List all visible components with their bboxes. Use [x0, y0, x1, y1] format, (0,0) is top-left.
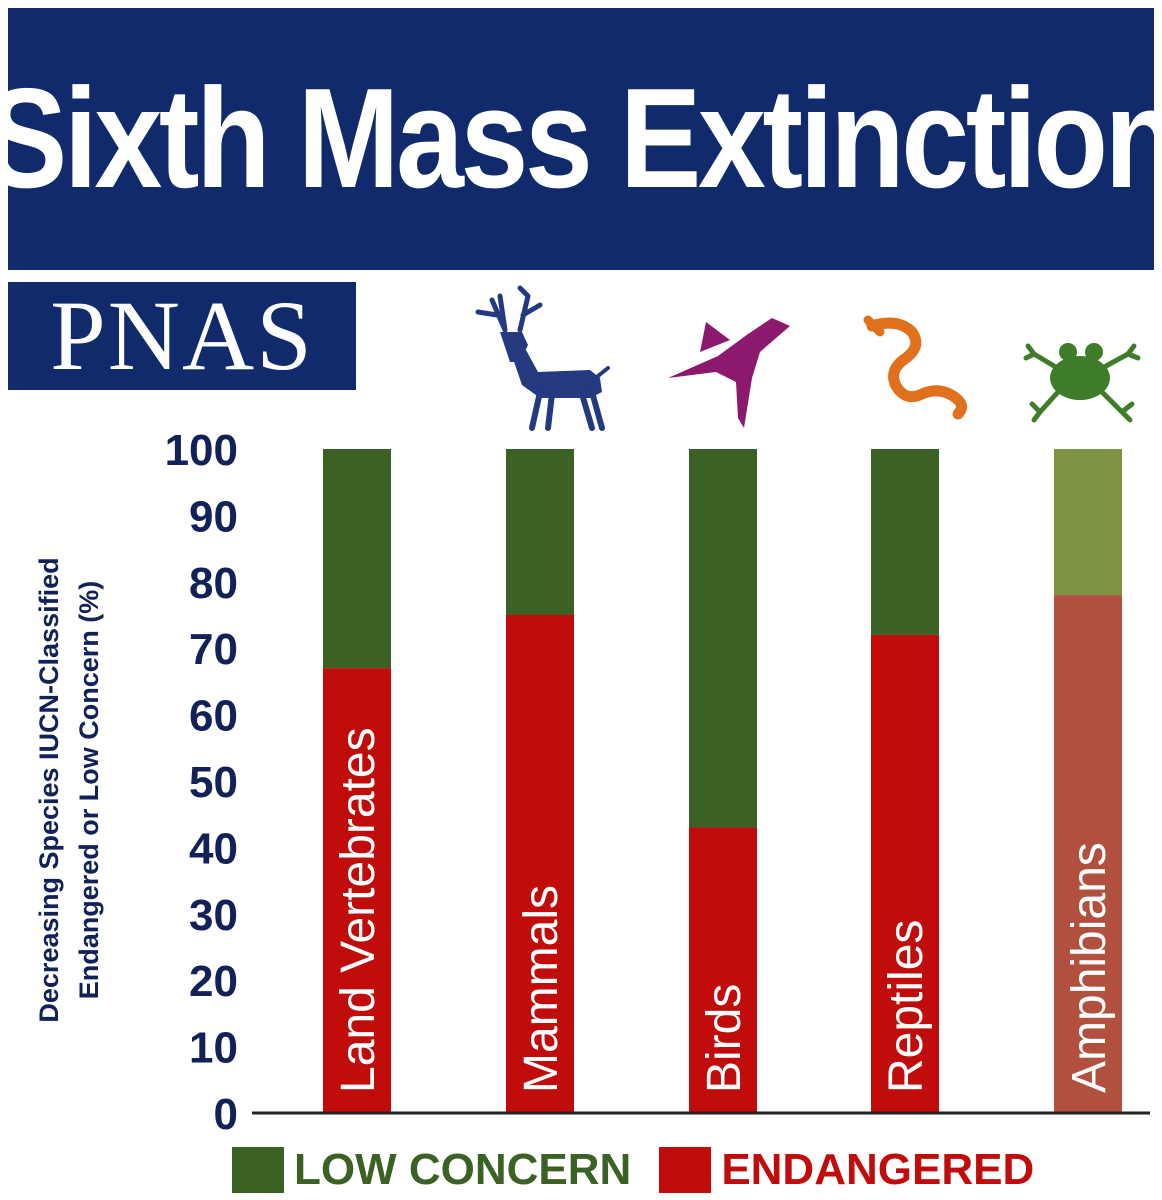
y-tick-label: 60 [189, 692, 238, 741]
bar-low-concern [871, 449, 939, 635]
ylabel-line-2: Endangered or Low Concern (%) [74, 581, 104, 1000]
category-label: Land Vertebrates [332, 727, 385, 1093]
bar-endangered [506, 615, 574, 1113]
bar-endangered [689, 827, 757, 1113]
bar-endangered [1054, 595, 1122, 1113]
bars: Land Vertebrates Mammals Birds Reptiles Amph… [323, 449, 1122, 1113]
y-tick-label: 90 [189, 492, 238, 541]
bird-icon [668, 318, 790, 428]
legend: LOW CONCERN ENDANGERED [232, 1144, 1062, 1196]
y-tick-label: 0 [214, 1090, 238, 1139]
y-tick-label: 50 [189, 758, 238, 807]
bar-endangered [323, 668, 391, 1113]
category-label: Amphibians [1063, 842, 1116, 1093]
y-tick-label: 30 [189, 891, 238, 940]
bar-low-concern [506, 449, 574, 615]
ylabel-line-1: Decreasing Species IUCN-Classified [34, 557, 64, 1022]
bar-low-concern [323, 449, 391, 669]
bar-low-concern [689, 449, 757, 828]
pnas-label: PNAS [50, 280, 314, 391]
snake-icon [863, 315, 967, 420]
category-label: Birds [698, 984, 751, 1093]
y-tick-label: 80 [189, 559, 238, 608]
bar-endangered [871, 634, 939, 1113]
deer-icon [475, 285, 610, 431]
legend-swatch-low-concern [232, 1147, 284, 1193]
legend-swatch-endangered [659, 1147, 712, 1193]
pnas-badge: PNAS [8, 282, 356, 390]
y-tick-label: 10 [189, 1024, 238, 1073]
y-tick-label: 70 [189, 625, 238, 674]
category-label: Mammals [515, 885, 568, 1093]
y-axis: 0 10 20 30 40 50 60 70 80 90 100 [165, 426, 238, 1139]
bar-low-concern [1054, 449, 1122, 596]
y-tick-label: 100 [165, 426, 238, 475]
y-tick-label: 40 [189, 824, 238, 873]
legend-label-endangered: ENDANGERED [721, 1145, 1035, 1194]
y-tick-label: 20 [189, 957, 238, 1006]
category-label: Reptiles [880, 920, 933, 1093]
legend-label-low-concern: LOW CONCERN [294, 1145, 632, 1194]
title-banner: Sixth Mass Extinction [0, 8, 1162, 270]
frog-icon [1023, 343, 1141, 423]
chart-title: Sixth Mass Extinction [0, 59, 1162, 218]
